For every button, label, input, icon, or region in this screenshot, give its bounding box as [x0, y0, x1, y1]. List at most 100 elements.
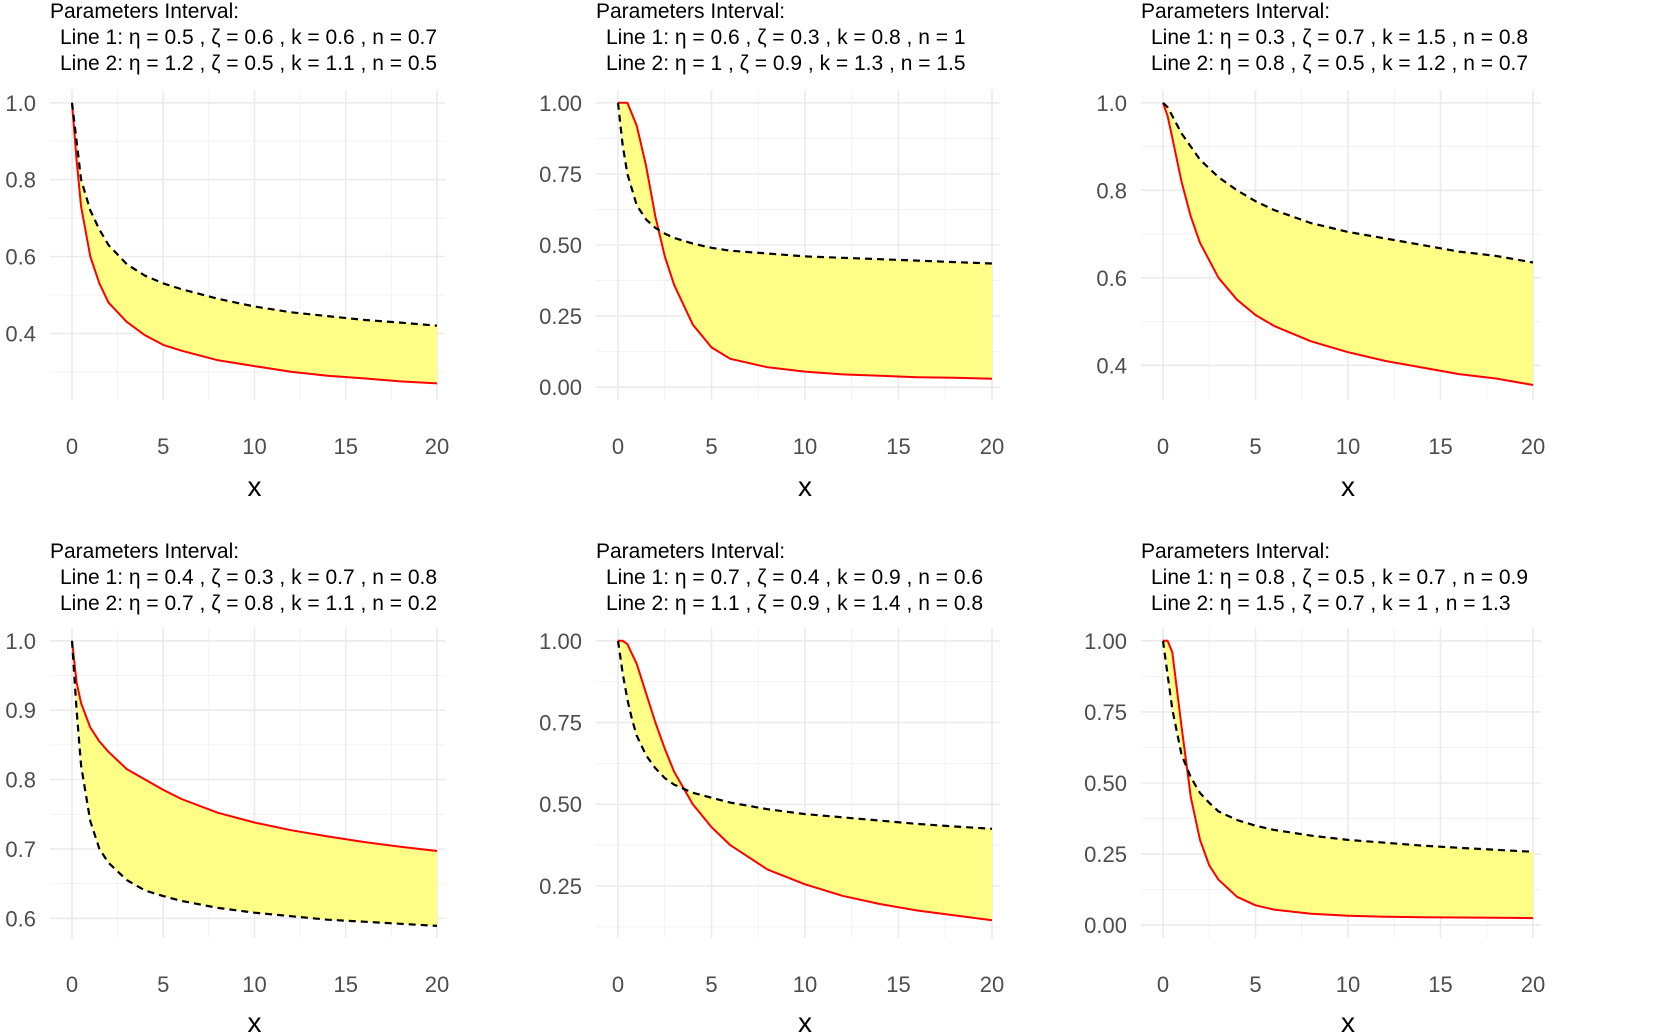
series-line-2 — [71, 640, 438, 852]
y-tick-label: 0.25 — [539, 874, 582, 899]
y-tick-label: 0.50 — [539, 233, 582, 258]
x-tick-label: 5 — [1249, 434, 1261, 459]
x-tick-label: 0 — [1157, 434, 1169, 459]
x-tick-label: 5 — [705, 972, 717, 997]
ribbon-fill — [618, 102, 992, 379]
y-tick-label: 0.75 — [539, 162, 582, 187]
x-axis-label: x — [798, 471, 812, 502]
x-tick-label: 10 — [1336, 972, 1360, 997]
chart-subtitle-line-1: Line 1: η = 0.4 , ζ = 0.3 , k = 0.7 , n … — [60, 566, 437, 589]
y-tick-label: 0.6 — [5, 245, 36, 270]
chart-subtitle-line-1: Line 1: η = 0.3 , ζ = 0.7 , k = 1.5 , n … — [1151, 26, 1528, 49]
x-tick-label: 0 — [66, 972, 78, 997]
chart-panel-6: Parameters Interval: Line 1: η = 0.8 , ζ … — [1084, 540, 1545, 1036]
series-line-1 — [1161, 640, 1534, 853]
x-tick-label: 10 — [242, 434, 266, 459]
x-tick-label: 0 — [1157, 972, 1169, 997]
y-tick-label: 1.00 — [1084, 629, 1127, 654]
x-tick-label: 20 — [425, 972, 449, 997]
x-tick-label: 20 — [980, 972, 1004, 997]
y-tick-label: 0.50 — [1084, 771, 1127, 796]
chart-subtitle-line-2: Line 2: η = 1.5 , ζ = 0.7 , k = 1 , n = … — [1151, 592, 1511, 615]
y-tick-label: 0.75 — [1084, 700, 1127, 725]
y-tick-label: 0.7 — [5, 837, 36, 862]
x-tick-label: 10 — [242, 972, 266, 997]
x-tick-label: 15 — [886, 972, 910, 997]
x-tick-label: 20 — [1521, 434, 1545, 459]
x-tick-label: 15 — [334, 434, 358, 459]
y-tick-label: 0.8 — [1096, 178, 1127, 203]
ribbon-fill — [1163, 640, 1533, 919]
y-tick-label: 0.8 — [5, 768, 36, 793]
chart-title: Parameters Interval: — [50, 0, 239, 23]
x-axis-label: x — [248, 471, 262, 502]
chart-subtitle-line-2: Line 2: η = 1.2 , ζ = 0.5 , k = 1.1 , n … — [60, 52, 437, 75]
y-tick-label: 0.00 — [1084, 913, 1127, 938]
y-tick-label: 0.25 — [539, 304, 582, 329]
x-axis-label: x — [798, 1007, 812, 1036]
x-tick-label: 5 — [705, 434, 717, 459]
y-tick-label: 0.25 — [1084, 842, 1127, 867]
y-tick-label: 0.75 — [539, 711, 582, 736]
chart-subtitle-line-1: Line 1: η = 0.7 , ζ = 0.4 , k = 0.9 , n … — [606, 566, 983, 589]
x-tick-label: 0 — [612, 972, 624, 997]
y-tick-label: 0.4 — [5, 321, 36, 346]
x-tick-label: 5 — [157, 972, 169, 997]
chart-title: Parameters Interval: — [596, 0, 785, 23]
chart-subtitle-line-1: Line 1: η = 0.6 , ζ = 0.3 , k = 0.8 , n … — [606, 26, 966, 49]
series-line-1 — [616, 102, 993, 265]
chart-panel-3: Parameters Interval: Line 1: η = 0.3 , ζ … — [1096, 0, 1545, 502]
ribbon-fill — [618, 640, 992, 921]
series-line-2 — [71, 102, 438, 385]
y-tick-label: 1.00 — [539, 91, 582, 116]
ribbon-fill — [72, 102, 437, 384]
ribbon-fill — [72, 640, 437, 926]
x-axis-label: x — [248, 1007, 262, 1036]
chart-subtitle-line-2: Line 2: η = 0.7 , ζ = 0.8 , k = 1.1 , n … — [60, 592, 437, 615]
y-tick-label: 0.00 — [539, 375, 582, 400]
x-tick-label: 10 — [1336, 434, 1360, 459]
x-tick-label: 15 — [1428, 972, 1452, 997]
chart-title: Parameters Interval: — [1141, 0, 1330, 23]
series-line-2 — [1162, 102, 1534, 386]
x-tick-label: 5 — [1249, 972, 1261, 997]
y-tick-label: 0.9 — [5, 698, 36, 723]
chart-subtitle-line-2: Line 2: η = 1.1 , ζ = 0.9 , k = 1.4 , n … — [606, 592, 983, 615]
series-line-2 — [1163, 639, 1534, 920]
y-tick-label: 1.0 — [5, 91, 36, 116]
chart-title: Parameters Interval: — [596, 540, 785, 563]
series-line-2 — [618, 101, 993, 380]
y-tick-label: 1.0 — [5, 629, 36, 654]
chart-panel-4: Parameters Interval: Line 1: η = 0.4 , ζ … — [5, 540, 449, 1036]
x-tick-label: 10 — [793, 972, 817, 997]
chart-panel-5: Parameters Interval: Line 1: η = 0.7 , ζ … — [539, 540, 1004, 1036]
y-tick-label: 0.50 — [539, 792, 582, 817]
series-line-1 — [70, 640, 438, 927]
chart-panel-2: Parameters Interval: Line 1: η = 0.6 , ζ … — [539, 0, 1004, 502]
y-tick-label: 0.6 — [5, 906, 36, 931]
x-tick-label: 5 — [157, 434, 169, 459]
y-tick-label: 0.4 — [1096, 353, 1127, 378]
series-line-1 — [1162, 102, 1534, 264]
x-tick-label: 20 — [980, 434, 1004, 459]
y-tick-label: 0.8 — [5, 168, 36, 193]
x-tick-label: 0 — [66, 434, 78, 459]
chart-subtitle-line-2: Line 2: η = 0.8 , ζ = 0.5 , k = 1.2 , n … — [1151, 52, 1528, 75]
x-tick-label: 15 — [886, 434, 910, 459]
y-tick-label: 0.6 — [1096, 266, 1127, 291]
chart-subtitle-line-1: Line 1: η = 0.8 , ζ = 0.5 , k = 0.7 , n … — [1151, 566, 1528, 589]
x-axis-label: x — [1341, 471, 1355, 502]
series-line-2 — [618, 639, 993, 922]
chart-panel-1: Parameters Interval: Line 1: η = 0.5 , ζ … — [5, 0, 449, 502]
chart-subtitle-line-1: Line 1: η = 0.5 , ζ = 0.6 , k = 0.6 , n … — [60, 26, 437, 49]
x-tick-label: 0 — [612, 434, 624, 459]
x-tick-label: 20 — [1521, 972, 1545, 997]
x-tick-label: 15 — [1428, 434, 1452, 459]
chart-subtitle-line-2: Line 2: η = 1 , ζ = 0.9 , k = 1.3 , n = … — [606, 52, 966, 75]
x-tick-label: 10 — [793, 434, 817, 459]
y-tick-label: 1.00 — [539, 629, 582, 654]
chart-title: Parameters Interval: — [50, 540, 239, 563]
chart-title: Parameters Interval: — [1141, 540, 1330, 563]
